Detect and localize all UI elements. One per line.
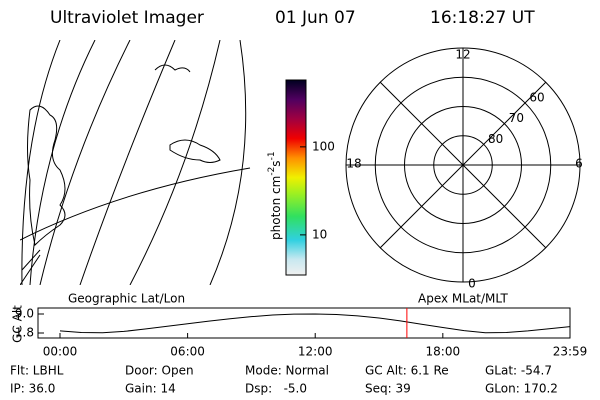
colorbar-tick-label: 10	[312, 227, 327, 241]
y-label: GC Alt	[11, 305, 25, 343]
lat-ring	[374, 76, 552, 254]
polar-plot	[346, 48, 580, 282]
mlt-label: 0	[468, 277, 476, 291]
date: 01 Jun 07	[275, 8, 356, 28]
info-field: GC Alt: 6.1 Re	[365, 364, 449, 378]
polar-boundary	[345, 47, 581, 283]
info-field: GLat: -54.7	[485, 364, 552, 378]
panel-label: Apex MLat/MLT	[418, 292, 508, 306]
mlt-label: 12	[455, 48, 470, 62]
colorbar-tick-label: 100	[312, 139, 335, 153]
title: Ultraviolet Imager	[50, 8, 204, 28]
lat-label: 80	[488, 132, 503, 146]
info-field: Mode: Normal	[245, 364, 329, 378]
lat-label: 60	[529, 90, 544, 104]
mlt-label: 18	[346, 157, 361, 171]
label-part: -1	[267, 151, 277, 160]
info-field: Door: Open	[125, 364, 194, 378]
lat-ring	[404, 106, 522, 224]
info-field: Dsp: -5.0	[245, 382, 307, 396]
info-field: GLon: 170.2	[485, 382, 558, 396]
info: Flt: LBHL IP: 36.0 Door: Open Gain: 14 Mode:…	[10, 364, 558, 396]
info-field: Flt: LBHL	[10, 364, 64, 378]
lat-ring	[433, 135, 493, 195]
time: 16:18:27 UT	[430, 8, 535, 28]
info-field: IP: 36.0	[10, 382, 55, 396]
y-tick-label: 9.0	[15, 307, 34, 321]
label-part: photon cm	[269, 176, 283, 240]
x-tick-label: 12:00	[298, 345, 333, 359]
y-tick-label: 1.8	[15, 326, 34, 340]
label-part: s	[269, 160, 283, 166]
map	[20, 40, 251, 285]
altitude-line	[59, 313, 571, 334]
x-tick-label: 00:00	[43, 345, 78, 359]
info-field: Seq: 39	[365, 382, 411, 396]
colorbar-label: photon cm-2s-1	[267, 151, 283, 240]
x-tick-label: 06:00	[170, 345, 205, 359]
mlt-label: 6	[575, 157, 583, 171]
info-field: Gain: 14	[125, 382, 176, 396]
lat-label: 70	[509, 111, 524, 125]
x-tick-label: 23:59	[553, 345, 588, 359]
timeline-frame	[37, 307, 571, 339]
colorbar	[285, 79, 307, 276]
panel-label: Geographic Lat/Lon	[68, 292, 185, 306]
x-tick-label: 18:00	[426, 345, 461, 359]
label-part: -2	[267, 167, 277, 176]
